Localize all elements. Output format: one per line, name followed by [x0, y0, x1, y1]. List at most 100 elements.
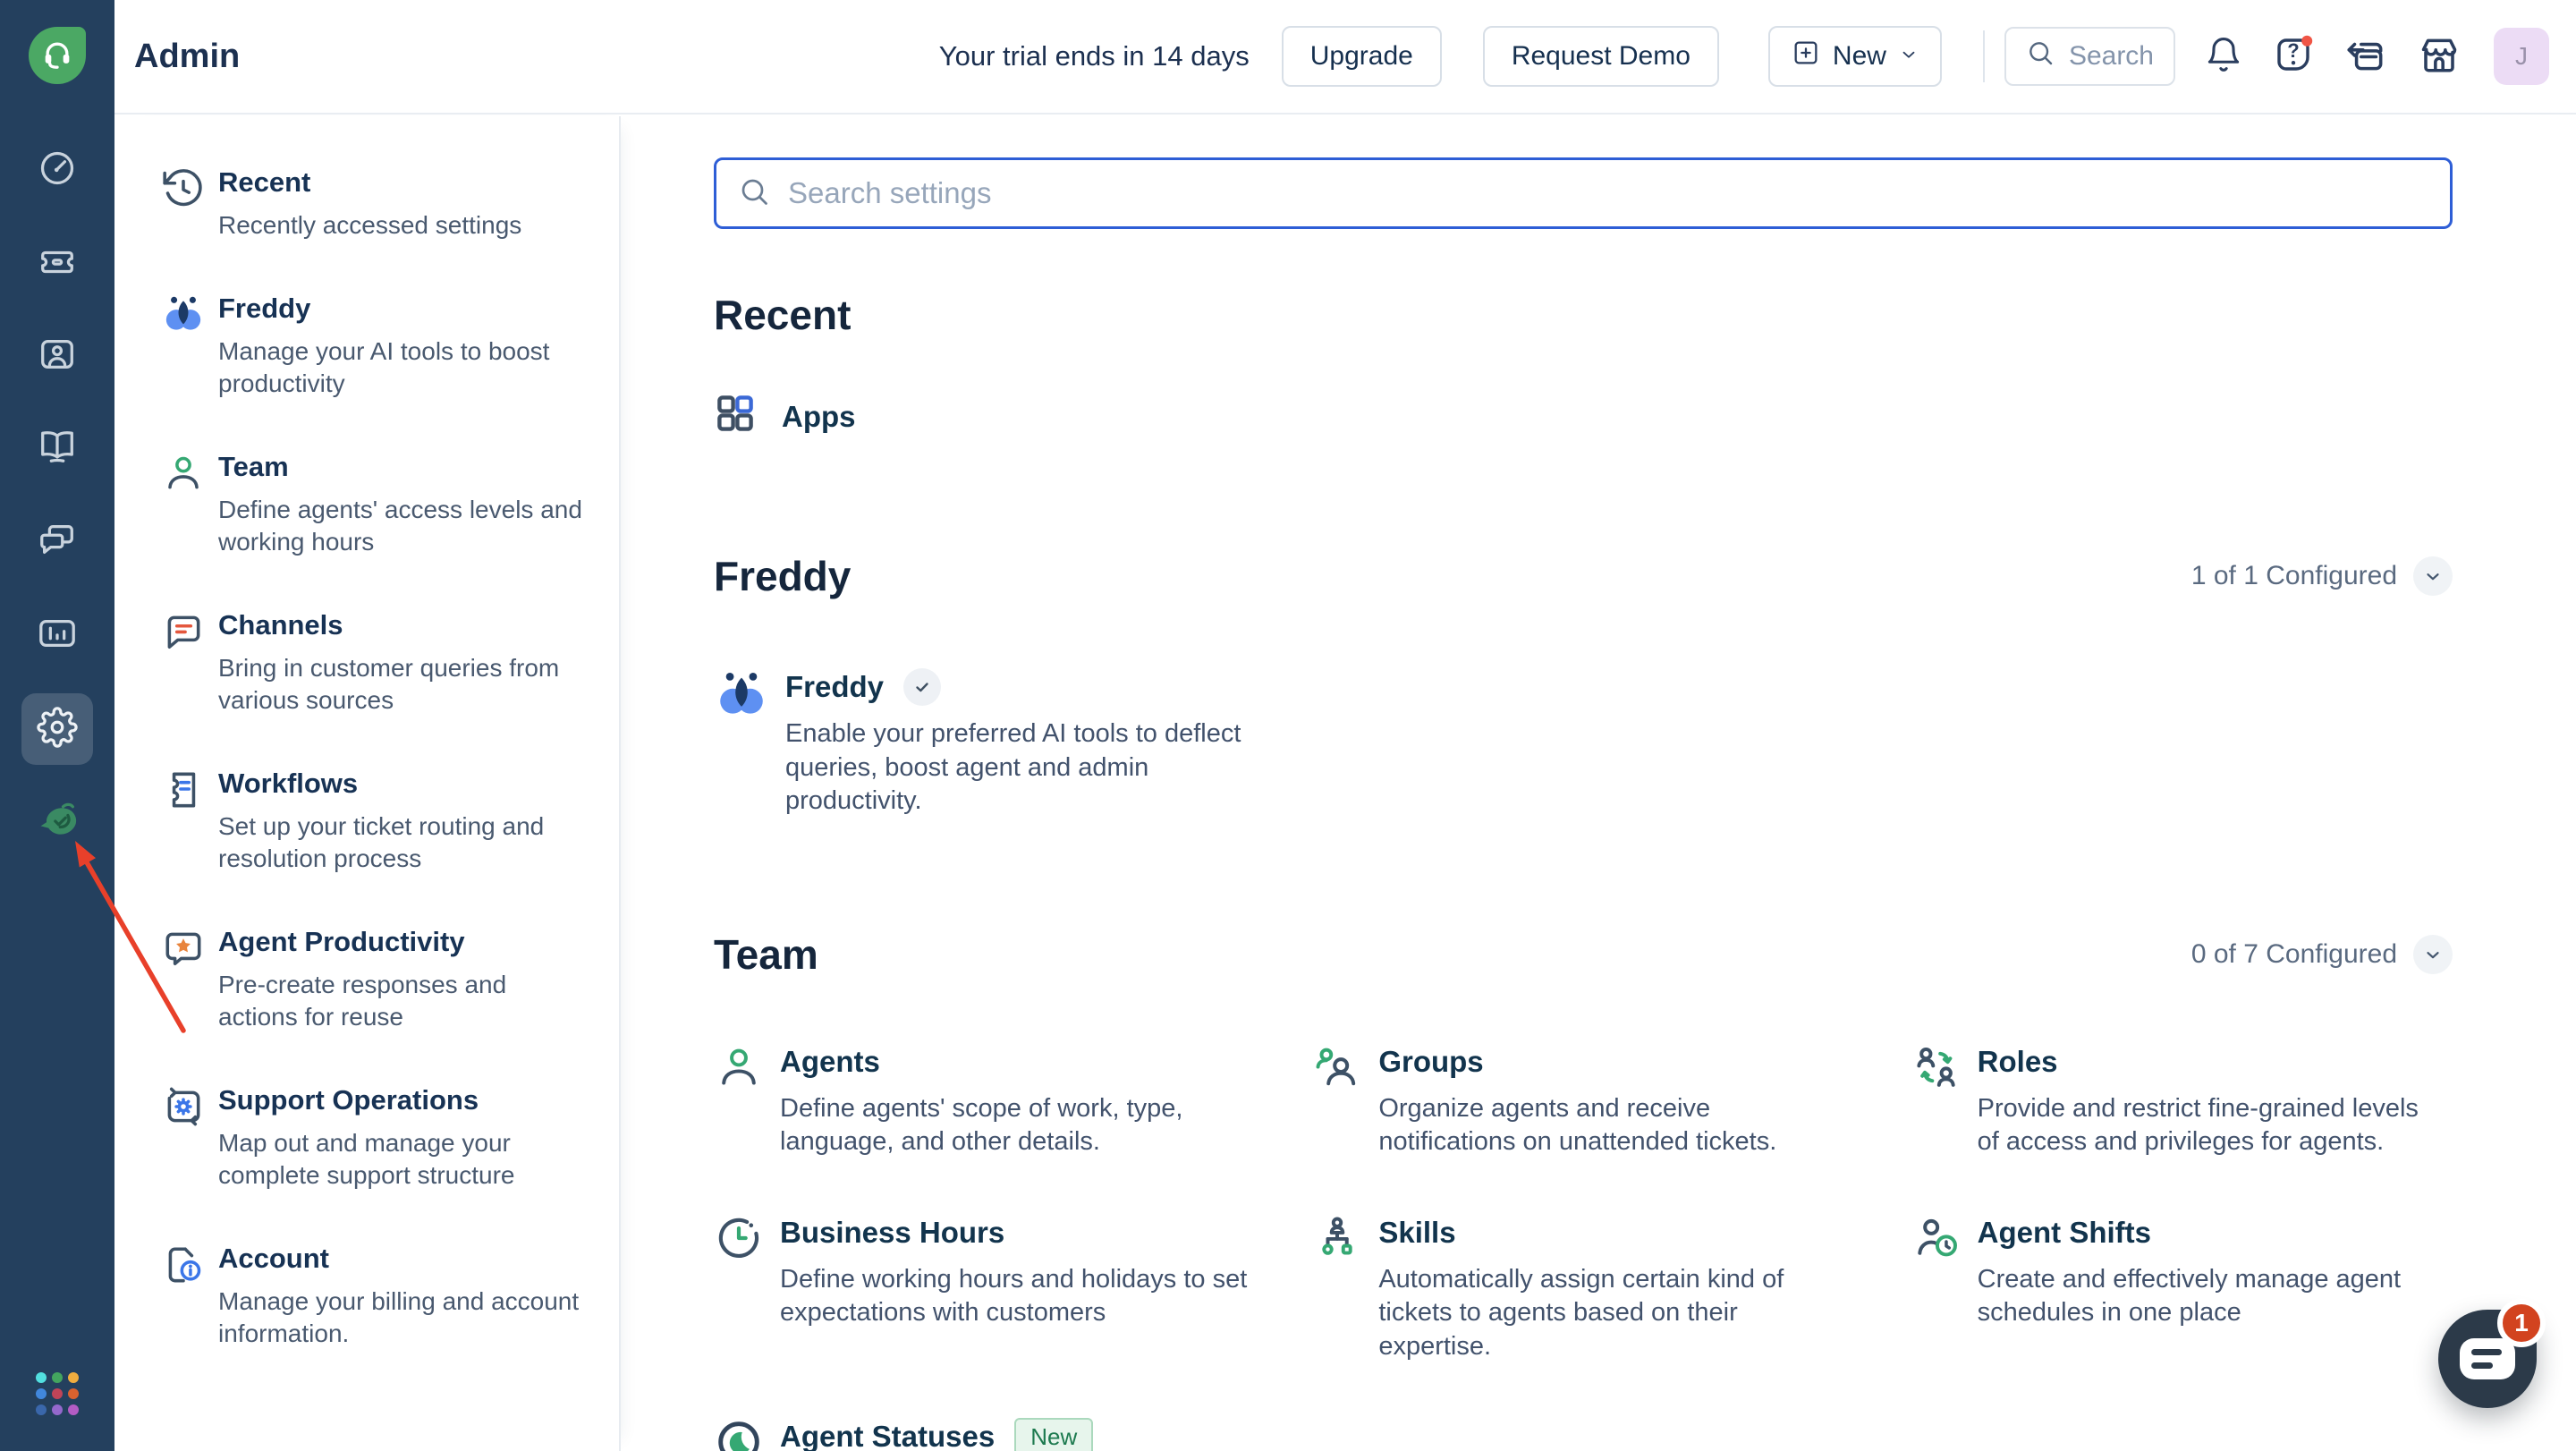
help-bubble-icon: ? — [2272, 33, 2315, 81]
sidebar-item-label: Agent Productivity — [218, 926, 465, 957]
notifications-button[interactable] — [2204, 35, 2243, 79]
analytics-icon — [37, 613, 78, 658]
rail-item-forums[interactable] — [25, 509, 89, 573]
global-search-button[interactable]: Search — [2004, 27, 2175, 86]
clock-icon — [714, 1213, 764, 1364]
check-icon — [903, 668, 942, 706]
card-roles[interactable]: Roles Provide and restrict fine-grained … — [1911, 1042, 2453, 1159]
solutions-book-icon — [37, 425, 78, 471]
collapse-section-button[interactable] — [2413, 934, 2453, 974]
card-description: Enable your preferred AI tools to deflec… — [785, 719, 1241, 815]
settings-search-input[interactable] — [786, 175, 2428, 211]
card-business-hours[interactable]: Business Hours Define working hours and … — [714, 1213, 1255, 1364]
bell-icon — [2204, 35, 2243, 79]
switcher-icon — [2343, 32, 2388, 81]
recent-item-apps[interactable]: Apps — [714, 392, 2453, 442]
sidebar-item-description: Define agents' access levels and working… — [218, 496, 582, 556]
rail-item-dashboard[interactable] — [25, 138, 89, 202]
card-agents[interactable]: Agents Define agents' scope of work, typ… — [714, 1042, 1255, 1159]
sidebar-item-description: Bring in customer queries from various s… — [218, 654, 560, 714]
recent-item-label: Apps — [782, 400, 856, 433]
sidebar-item-description: Set up your ticket routing and resolutio… — [218, 812, 545, 872]
new-dropdown-button[interactable]: New — [1767, 26, 1942, 87]
card-groups[interactable]: Groups Organize agents and receive notif… — [1312, 1042, 1853, 1159]
switcher-button[interactable] — [2343, 32, 2388, 81]
group-icon — [1312, 1042, 1362, 1159]
sidebar-item-label: Team — [218, 451, 289, 482]
settings-search — [714, 157, 2453, 229]
sidebar-item-description: Pre-create responses and actions for reu… — [218, 971, 507, 1031]
sidebar-item-recent[interactable]: Recent Recently accessed settings — [114, 165, 619, 242]
collapse-section-button[interactable] — [2413, 556, 2453, 596]
search-label: Search — [2068, 41, 2154, 71]
rail-item-contacts[interactable] — [25, 324, 89, 388]
section-title-recent: Recent — [714, 292, 852, 338]
app-rail — [0, 0, 114, 1451]
team-cards-grid: Agents Define agents' scope of work, typ… — [714, 1042, 2453, 1451]
sidebar-item-description: Manage your AI tools to boost productivi… — [218, 337, 550, 397]
status-moon-icon — [714, 1417, 764, 1451]
forums-icon — [37, 519, 78, 564]
freddy-settings-card[interactable]: Freddy Enable your preferred AI tools to… — [714, 667, 2453, 819]
sidebar-item-account[interactable]: Account Manage your billing and account … — [114, 1241, 619, 1350]
sidebar-item-channels[interactable]: Channels Bring in customer queries from … — [114, 607, 619, 717]
freddy-icon — [161, 293, 206, 337]
notification-dot — [2301, 35, 2313, 47]
sidebar-item-agent-productivity[interactable]: Agent Productivity Pre-create responses … — [114, 924, 619, 1033]
upgrade-button[interactable]: Upgrade — [1281, 26, 1442, 87]
sidebar-item-label: Recent — [218, 166, 311, 198]
trial-countdown-text: Your trial ends in 14 days — [938, 40, 1250, 72]
dashboard-icon — [37, 148, 78, 193]
contacts-icon — [37, 334, 78, 379]
top-header: Admin Your trial ends in 14 days Upgrade… — [114, 0, 2576, 115]
gear-cycle-icon — [161, 1084, 206, 1129]
card-agent-statuses[interactable]: Agent Statuses New Configure statuses to… — [714, 1417, 1255, 1451]
channels-bubble-icon — [161, 609, 206, 654]
section-title-team: Team — [714, 930, 818, 978]
chat-launcher-button[interactable]: 1 — [2438, 1299, 2546, 1408]
new-badge: New — [1014, 1418, 1094, 1451]
sidebar-item-label: Account — [218, 1243, 329, 1274]
freshdesk-logo[interactable] — [29, 27, 86, 84]
settings-main: Recent Apps Freddy 1 of 1 Configured — [621, 116, 2576, 1451]
agent-icon — [161, 451, 206, 496]
document-info-icon — [161, 1243, 206, 1287]
team-configured-status: 0 of 7 Configured — [2191, 934, 2453, 974]
history-icon — [161, 166, 206, 211]
chat-unread-badge: 1 — [2497, 1299, 2546, 1347]
star-bubble-icon — [161, 926, 206, 971]
rail-item-solutions[interactable] — [25, 415, 89, 479]
header-divider — [1982, 30, 1985, 82]
workflow-ticket-icon — [161, 768, 206, 812]
help-button[interactable]: ? — [2272, 33, 2315, 81]
freddy-configured-status: 1 of 1 Configured — [2191, 556, 2453, 596]
card-agent-shifts[interactable]: Agent Shifts Create and effectively mana… — [1911, 1213, 2453, 1364]
rail-item-tickets[interactable] — [25, 232, 89, 296]
sidebar-item-label: Freddy — [218, 293, 311, 324]
page-title: Admin — [134, 37, 241, 75]
apps-grid-icon — [714, 392, 757, 442]
card-skills[interactable]: Skills Automatically assign certain kind… — [1312, 1213, 1853, 1364]
card-title: Freddy — [785, 670, 885, 703]
sidebar-item-freddy[interactable]: Freddy Manage your AI tools to boost pro… — [114, 291, 619, 400]
sidebar-item-team[interactable]: Team Define agents' access levels and wo… — [114, 449, 619, 558]
user-avatar[interactable]: J — [2494, 28, 2549, 85]
sidebar-item-description: Manage your billing and account informat… — [218, 1287, 580, 1347]
rail-item-analytics[interactable] — [25, 603, 89, 667]
settings-nav-panel: Recent Recently accessed settings Freddy… — [114, 116, 621, 1451]
search-icon — [2026, 38, 2055, 74]
rail-item-freshworks-bird[interactable] — [25, 791, 89, 855]
request-demo-button[interactable]: Request Demo — [1482, 26, 1719, 87]
freddy-icon — [714, 667, 769, 819]
marketplace-store-icon — [2417, 32, 2462, 81]
svg-text:?: ? — [2287, 39, 2299, 62]
skills-hierarchy-icon — [1312, 1213, 1362, 1364]
sidebar-item-workflows[interactable]: Workflows Set up your ticket routing and… — [114, 766, 619, 875]
marketplace-button[interactable] — [2417, 32, 2462, 81]
agent-clock-icon — [1911, 1213, 1962, 1364]
app-switcher-dots[interactable] — [36, 1372, 79, 1415]
sidebar-item-support-operations[interactable]: Support Operations Map out and manage yo… — [114, 1082, 619, 1192]
sidebar-item-label: Support Operations — [218, 1084, 479, 1116]
rail-item-admin-settings[interactable] — [21, 693, 93, 765]
chevron-down-icon — [1899, 41, 1919, 72]
